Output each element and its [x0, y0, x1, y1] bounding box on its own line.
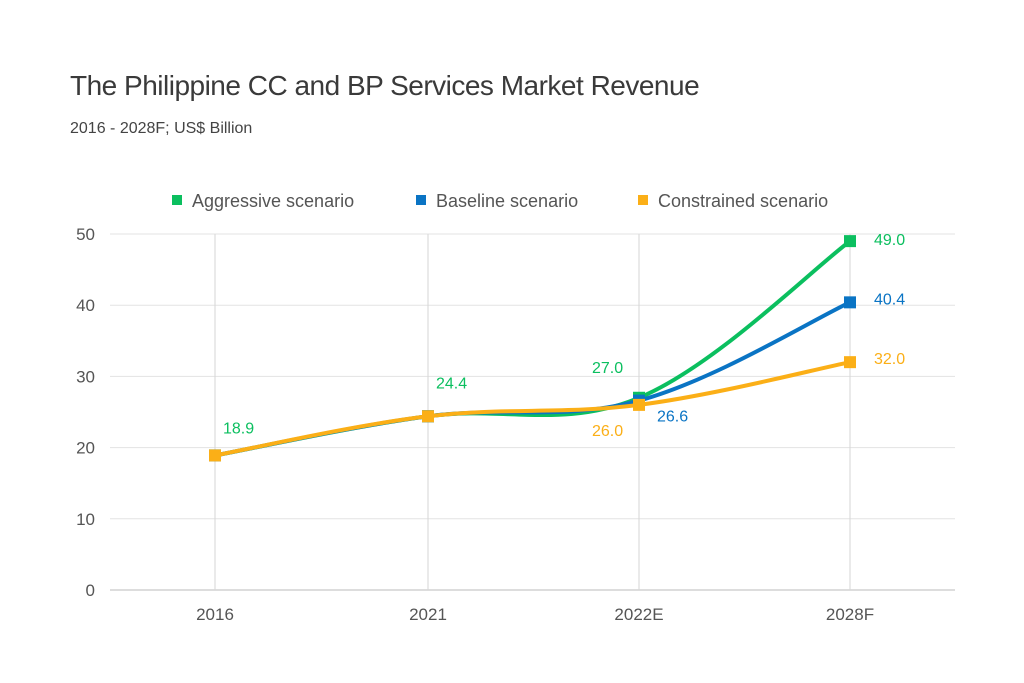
data-point: [844, 235, 856, 248]
data-label: 40.4: [874, 291, 905, 308]
legend-label: Constrained scenario: [658, 191, 828, 211]
chart-title: The Philippine CC and BP Services Market…: [70, 70, 700, 101]
data-point: [844, 296, 856, 309]
legend-marker: [172, 195, 182, 205]
legend-marker: [416, 195, 426, 205]
y-tick-label: 30: [76, 367, 95, 386]
series-line: [214, 300, 851, 458]
data-label: 27.0: [592, 360, 623, 377]
data-label: 26.0: [592, 423, 623, 440]
y-tick-label: 20: [76, 439, 95, 458]
legend-marker: [638, 195, 648, 205]
x-tick-label: 2022E: [614, 605, 663, 624]
y-tick-label: 50: [76, 225, 95, 244]
data-label: 26.6: [657, 409, 688, 426]
x-tick-label: 2021: [409, 605, 447, 624]
series-line: [214, 239, 852, 458]
y-tick-label: 40: [76, 296, 95, 315]
data-label: 49.0: [874, 232, 905, 249]
data-point: [844, 356, 856, 369]
legend-label: Baseline scenario: [436, 191, 578, 211]
y-tick-label: 0: [86, 581, 95, 600]
x-tick-label: 2028F: [826, 605, 874, 624]
data-label: 32.0: [874, 351, 905, 368]
y-tick-label: 10: [76, 510, 95, 529]
data-point: [422, 410, 434, 423]
legend-label: Aggressive scenario: [192, 191, 354, 211]
data-point: [209, 449, 221, 462]
chart-subtitle: 2016 - 2028F; US$ Billion: [70, 120, 253, 137]
data-label: 18.9: [223, 420, 254, 437]
data-label: 24.4: [436, 375, 467, 392]
series-line: [214, 360, 851, 458]
x-tick-label: 2016: [196, 605, 234, 624]
data-point: [633, 398, 645, 411]
